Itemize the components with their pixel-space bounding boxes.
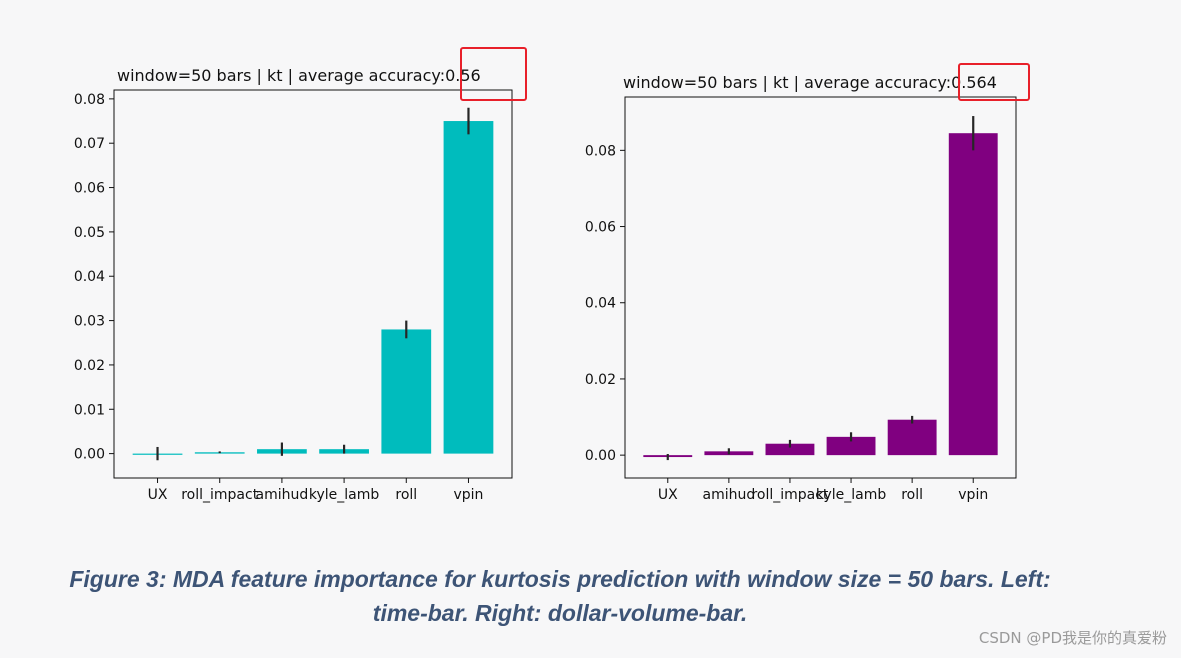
right-bar-roll_impact	[765, 443, 815, 456]
left-ytick-label: 0.07	[74, 136, 105, 152]
left-xtick-label-roll: roll	[395, 487, 417, 503]
left-ytick-label: 0.06	[74, 181, 105, 197]
left-chart: window=50 bars | kt | average accuracy:0…	[74, 47, 527, 503]
right-xtick-label-kyle_lamb: kyle_lamb	[816, 487, 887, 503]
left-xtick-label-amihud: amihud	[256, 487, 309, 503]
right-bar-vpin	[948, 133, 998, 456]
left-ytick-label: 0.08	[74, 92, 105, 108]
left-ytick-label: 0.05	[74, 225, 105, 241]
left-chart-title: window=50 bars | kt | average accuracy:0…	[117, 66, 481, 85]
right-ytick-label: 0.00	[585, 448, 616, 464]
left-ytick-label: 0.02	[74, 358, 105, 374]
left-ytick-label: 0.04	[74, 269, 105, 285]
right-chart-title: window=50 bars | kt | average accuracy:0…	[623, 73, 997, 92]
right-xtick-label-roll: roll	[901, 487, 923, 503]
figure-caption: Figure 3: MDA feature importance for kur…	[0, 562, 1120, 630]
caption-line-1: Figure 3: MDA feature importance for kur…	[69, 566, 1051, 592]
left-xtick-label-roll_impact: roll_impact	[181, 487, 258, 503]
left-xtick-label-vpin: vpin	[454, 487, 484, 503]
right-bar-kyle_lamb	[826, 436, 876, 456]
left-bar-vpin	[443, 121, 494, 454]
left-axes-frame	[113, 89, 513, 479]
left-xtick-label-UX: UX	[148, 487, 168, 503]
right-xtick-label-amihud: amihud	[702, 487, 755, 503]
left-ytick-label: 0.01	[74, 402, 105, 418]
right-ytick-label: 0.02	[585, 372, 616, 388]
right-ytick-label: 0.08	[585, 143, 616, 159]
right-ytick-label: 0.04	[585, 296, 616, 312]
left-ytick-label: 0.00	[74, 447, 105, 463]
caption-line-2: time-bar. Right: dollar-volume-bar.	[372, 600, 748, 626]
right-accuracy-highlight-box	[958, 63, 1030, 101]
watermark: CSDN @PD我是你的真爱粉	[978, 629, 1167, 647]
left-xtick-label-kyle_lamb: kyle_lamb	[309, 487, 380, 503]
right-ytick-label: 0.06	[585, 220, 616, 236]
left-bar-roll	[381, 329, 432, 454]
left-accuracy-highlight-box	[460, 47, 527, 101]
right-axes-frame	[624, 96, 1017, 479]
right-bar-roll	[887, 419, 937, 456]
right-chart: window=50 bars | kt | average accuracy:0…	[585, 63, 1030, 503]
right-xtick-label-UX: UX	[658, 487, 678, 503]
left-ytick-label: 0.03	[74, 314, 105, 330]
right-xtick-label-vpin: vpin	[958, 487, 988, 503]
right-xtick-label-roll_impact: roll_impact	[751, 487, 828, 503]
